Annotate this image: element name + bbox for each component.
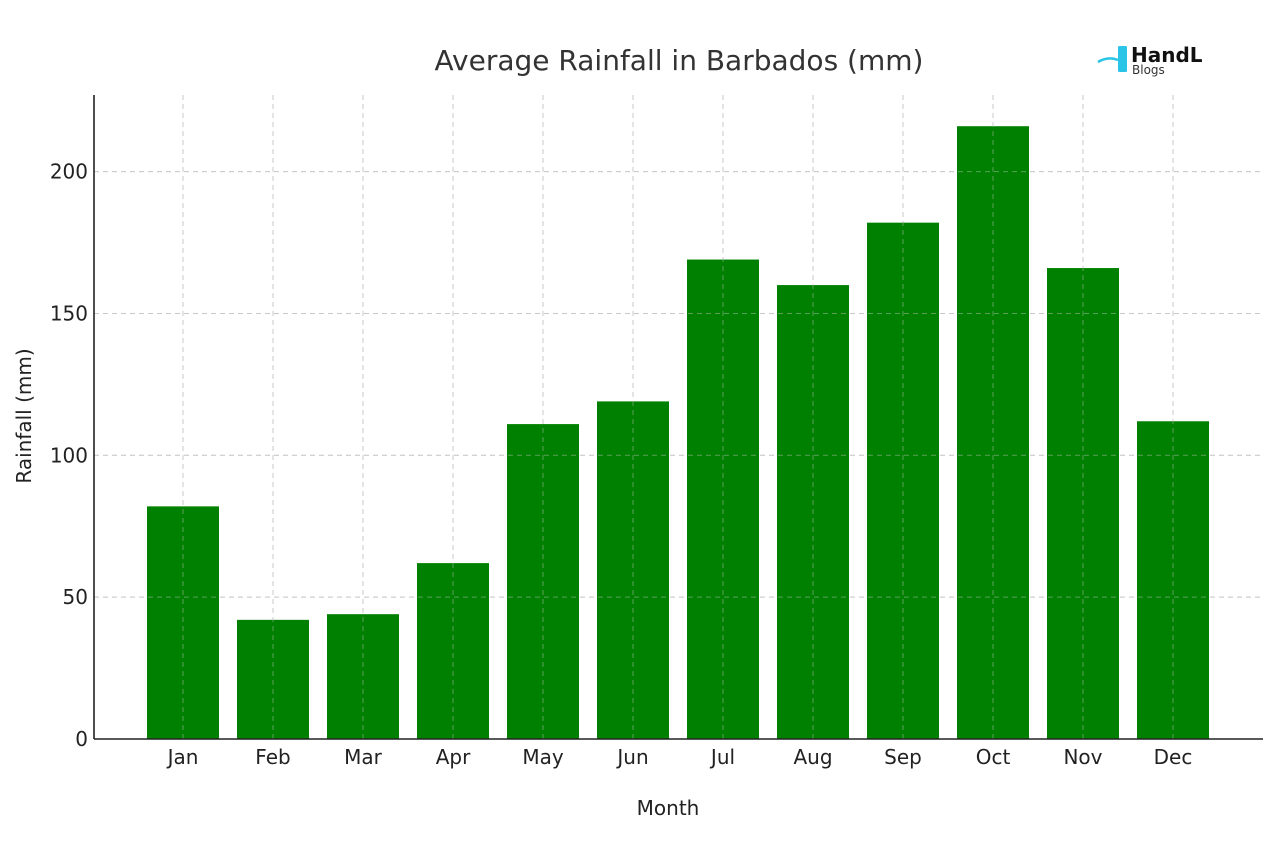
x-tick-labels: Jan Feb Mar Apr May Jun Jul Aug Sep Oct Nov Dec xyxy=(166,745,1193,769)
bar-sep xyxy=(867,222,939,740)
x-tick-label: Mar xyxy=(344,745,383,769)
bars xyxy=(94,95,1263,740)
bar-mar xyxy=(327,614,399,739)
x-tick-label: Feb xyxy=(255,745,290,769)
x-axis-title: Month xyxy=(637,796,700,820)
bar-aug xyxy=(777,285,849,739)
x-tick-label: Jan xyxy=(166,745,199,769)
y-tick-label: 100 xyxy=(50,443,88,467)
y-tick-label: 150 xyxy=(50,301,88,325)
x-tick-label: Sep xyxy=(884,745,922,769)
logo-name: HandL xyxy=(1131,43,1203,67)
bar-dec xyxy=(1137,421,1209,739)
y-tick-label: 50 xyxy=(63,585,88,609)
bar-may xyxy=(507,424,579,739)
y-tick-labels: 0 50 100 150 200 xyxy=(50,160,88,751)
brand-logo: HandL Blogs xyxy=(1097,43,1203,77)
y-axis-title: Rainfall (mm) xyxy=(12,348,36,483)
bar-jun xyxy=(597,401,669,739)
bar-apr xyxy=(417,563,489,739)
logo-sub: Blogs xyxy=(1132,63,1165,77)
logo-door-icon xyxy=(1118,46,1127,72)
x-tick-label: Dec xyxy=(1154,745,1193,769)
chart-title: Average Rainfall in Barbados (mm) xyxy=(435,44,924,77)
bar-nov xyxy=(1047,268,1119,739)
x-tick-label: Jun xyxy=(615,745,648,769)
y-tick-label: 0 xyxy=(75,727,88,751)
bar-oct xyxy=(957,126,1029,740)
bar-feb xyxy=(237,619,309,739)
x-tick-label: Oct xyxy=(976,745,1011,769)
bar-jan xyxy=(147,506,219,739)
bar-jul xyxy=(687,259,759,739)
x-tick-label: Apr xyxy=(436,745,471,769)
logo-mark-icon xyxy=(1097,57,1119,64)
x-tick-label: Nov xyxy=(1063,745,1102,769)
y-tick-label: 200 xyxy=(50,160,88,184)
x-tick-label: May xyxy=(522,745,564,769)
x-tick-label: Jul xyxy=(709,745,735,769)
x-tick-label: Aug xyxy=(793,745,832,769)
